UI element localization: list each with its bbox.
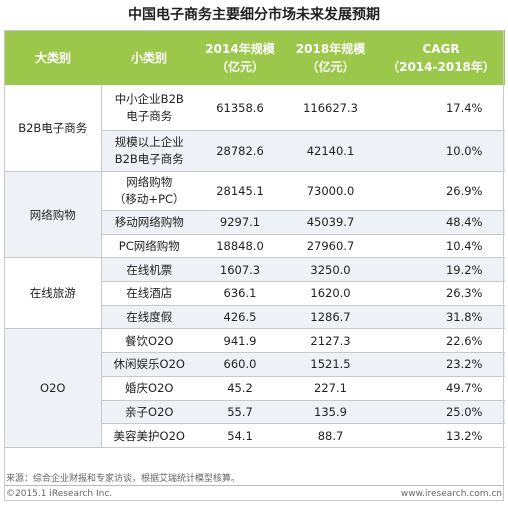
cagr-cell: 13.2% <box>377 423 505 448</box>
value-2014-cell: 426.5 <box>196 304 284 330</box>
value-2014-cell: 941.9 <box>196 328 284 354</box>
value-2014-cell: 9297.1 <box>196 210 284 235</box>
subcategory-cell: 规模以上企业 B2B电子商务 <box>101 130 197 172</box>
header-2018-line1: 2018年规模 <box>295 41 366 56</box>
subcategory-cell: 在线机票 <box>101 257 197 283</box>
subcategory-cell: 在线度假 <box>101 304 197 330</box>
subcategory-cell: 移动网络购物 <box>101 210 197 235</box>
value-2014-cell: 54.1 <box>196 423 284 448</box>
value-2018-cell: 42140.1 <box>283 130 378 172</box>
table-row: 在线酒店 636.1 1620.0 26.3% <box>5 281 505 306</box>
cagr-cell: 48.4% <box>377 210 505 235</box>
subcategory-cell: 休闲娱乐O2O <box>101 352 197 377</box>
value-2018-cell: 1521.5 <box>283 352 378 377</box>
cagr-cell: 25.0% <box>377 399 505 425</box>
value-2018-cell: 116627.3 <box>283 84 378 131</box>
table-row: 移动网络购物 9297.1 45039.7 48.4% <box>5 210 505 235</box>
cagr-cell: 31.8% <box>377 304 505 330</box>
header-subcategory: 小类别 <box>101 30 197 85</box>
value-2014-cell: 636.1 <box>196 281 284 306</box>
table-row: PC网络购物 18848.0 27960.7 10.4% <box>5 233 505 259</box>
value-2018-cell: 135.9 <box>283 399 378 425</box>
subcategory-cell: 网络购物 （移动+PC） <box>101 171 197 211</box>
category-cell: O2O <box>4 328 102 448</box>
category-cell: 网络购物 <box>4 170 102 259</box>
subcategory-line1: 规模以上企业 <box>114 135 184 149</box>
value-2018-cell: 1286.7 <box>283 304 378 330</box>
subcategory-cell: PC网络购物 <box>101 233 197 259</box>
header-2018-line2: （亿元） <box>306 59 355 74</box>
value-2018-cell: 2127.3 <box>283 328 378 354</box>
page-title: 中国电子商务主要细分市场未来发展预期 <box>128 7 380 23</box>
copyright-text: ©2015.1 iResearch Inc. <box>6 489 113 499</box>
subcategory-line1: 中小企业B2B <box>114 91 184 106</box>
cagr-cell: 22.6% <box>377 328 505 354</box>
value-2014-cell: 660.0 <box>196 352 284 377</box>
value-2018-cell: 1620.0 <box>283 281 378 306</box>
source-note: 来源：综合企业财报和专家访谈，根据艾瑞统计模型核算。 <box>6 474 241 484</box>
table-row: 亲子O2O 55.7 135.9 25.0% <box>5 399 505 425</box>
value-2014-cell: 18848.0 <box>196 233 284 259</box>
header-cagr-line1: CAGR <box>422 41 460 56</box>
table-row: B2B电子商务 中小企业B2B 电子商务 61358.6 116627.3 17.… <box>4 84 505 172</box>
subcategory-cell: 在线酒店 <box>101 281 197 306</box>
value-2018-cell: 27960.7 <box>283 233 378 259</box>
value-2018-cell: 73000.0 <box>283 171 378 211</box>
value-2014-cell: 55.7 <box>196 399 284 425</box>
cagr-cell: 26.3% <box>377 281 505 306</box>
cagr-cell: 19.2% <box>377 257 505 283</box>
footer: ©2015.1 iResearch Inc. www.iresearch.com… <box>4 485 504 500</box>
value-2014-cell: 28782.6 <box>196 130 284 172</box>
subcategory-line2: （移动+PC） <box>113 192 185 206</box>
header-2014-line1: 2014年规模 <box>205 41 275 56</box>
value-2018-cell: 3250.0 <box>283 257 378 283</box>
subcategory-cell: 中小企业B2B 电子商务 <box>101 84 197 131</box>
header-category: 大类别 <box>4 30 102 85</box>
table-row: 在线旅游 在线机票 1607.3 3250.0 19.2% <box>4 257 505 330</box>
category-cell: 在线旅游 <box>4 257 102 330</box>
subcategory-line2: 电子商务 <box>126 108 173 123</box>
subcategory-cell: 婚庆O2O <box>101 375 197 401</box>
value-2014-cell: 28145.1 <box>196 171 284 211</box>
cagr-cell: 10.4% <box>377 233 505 259</box>
cagr-cell: 26.9% <box>377 171 505 211</box>
value-2014-cell: 61358.6 <box>196 84 284 131</box>
table-row: O2O 餐饮O2O 941.9 2127.3 22.6% <box>4 328 505 448</box>
table-row: 婚庆O2O 45.2 227.1 49.7% <box>5 375 505 401</box>
table-row: 美容美护O2O 54.1 88.7 13.2% <box>5 423 505 448</box>
cagr-cell: 23.2% <box>377 352 505 377</box>
header-2018: 2018年规模 （亿元） <box>283 30 378 85</box>
category-cell: B2B电子商务 <box>4 84 102 172</box>
value-2018-cell: 88.7 <box>283 423 378 448</box>
value-2014-cell: 1607.3 <box>196 257 284 283</box>
table-row: 在线度假 426.5 1286.7 31.8% <box>5 304 505 330</box>
website-link[interactable]: www.iresearch.com.cn <box>400 489 502 499</box>
table-row: 规模以上企业 B2B电子商务 28782.6 42140.1 10.0% <box>5 130 505 172</box>
table-row: 休闲娱乐O2O 660.0 1521.5 23.2% <box>5 352 505 377</box>
subcategory-cell: 亲子O2O <box>101 399 197 425</box>
subcategory-line2: B2B电子商务 <box>114 152 184 166</box>
market-forecast-table: 大类别 小类别 2014年规模 （亿元） 2018年规模 （亿元） CAGR （201… <box>4 30 505 448</box>
header-2014-line2: （亿元） <box>215 59 264 74</box>
cagr-cell: 17.4% <box>377 84 505 131</box>
subcategory-cell: 餐饮O2O <box>101 328 197 354</box>
subcategory-line1: 网络购物 <box>126 175 173 189</box>
header-cagr: CAGR （2014-2018年） <box>377 30 505 85</box>
subcategory-cell: 美容美护O2O <box>101 423 197 448</box>
value-2018-cell: 227.1 <box>283 375 378 401</box>
header-2014: 2014年规模 （亿元） <box>196 30 284 85</box>
value-2014-cell: 45.2 <box>196 375 284 401</box>
cagr-cell: 10.0% <box>377 130 505 172</box>
table-row: 网络购物 网络购物 （移动+PC） 28145.1 73000.0 26.9% <box>4 170 505 259</box>
header-cagr-line2: （2014-2018年） <box>387 59 495 74</box>
cagr-cell: 49.7% <box>377 375 505 401</box>
value-2018-cell: 45039.7 <box>283 210 378 235</box>
table-header-row: 大类别 小类别 2014年规模 （亿元） 2018年规模 （亿元） CAGR （201… <box>4 30 505 85</box>
